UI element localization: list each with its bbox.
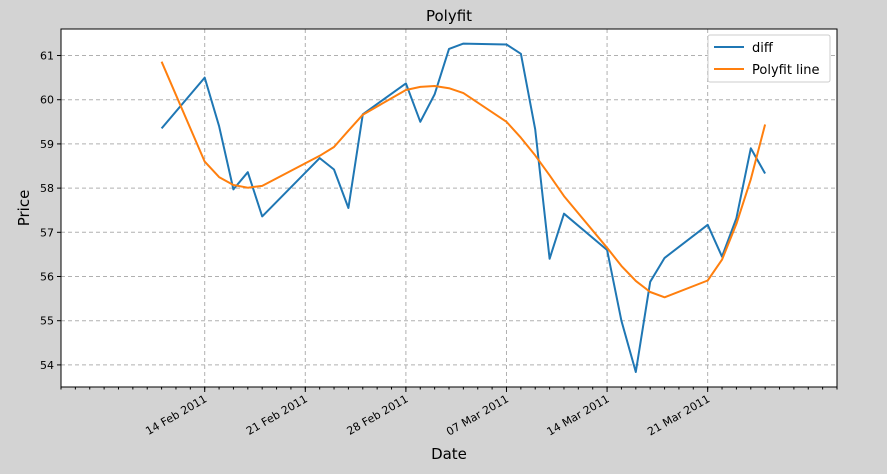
legend-label-polyfit: Polyfit line	[752, 63, 820, 78]
y-tick-label: 55	[40, 315, 54, 328]
legend: diff Polyfit line	[707, 34, 831, 83]
grid	[61, 29, 837, 387]
y-tick-label: 54	[40, 359, 54, 372]
y-tick-label: 56	[40, 271, 54, 284]
y-axis-label: Price	[15, 190, 33, 227]
x-tick-label: 21 Feb 2011	[244, 392, 310, 437]
y-tick-label: 58	[40, 182, 54, 195]
y-tick-label: 60	[40, 94, 54, 107]
y-tick-label: 57	[40, 226, 54, 239]
plot-area	[61, 29, 837, 387]
y-tick-label: 59	[40, 138, 54, 151]
series-line-diff	[160, 42, 766, 373]
x-tick-label: 14 Feb 2011	[143, 392, 209, 437]
chart-title: Polyfit	[426, 7, 472, 25]
x-tick-label: 07 Mar 2011	[444, 392, 511, 438]
x-tick-label: 21 Mar 2011	[645, 392, 712, 438]
series-line-polyfit-line	[160, 61, 767, 299]
x-axis-label: Date	[431, 445, 467, 463]
y-tick-label: 61	[40, 50, 54, 63]
x-tick-label: 14 Mar 2011	[545, 392, 612, 438]
x-tick-label: 28 Feb 2011	[345, 392, 411, 437]
legend-label-diff: diff	[752, 41, 774, 56]
series-layer	[160, 42, 767, 373]
